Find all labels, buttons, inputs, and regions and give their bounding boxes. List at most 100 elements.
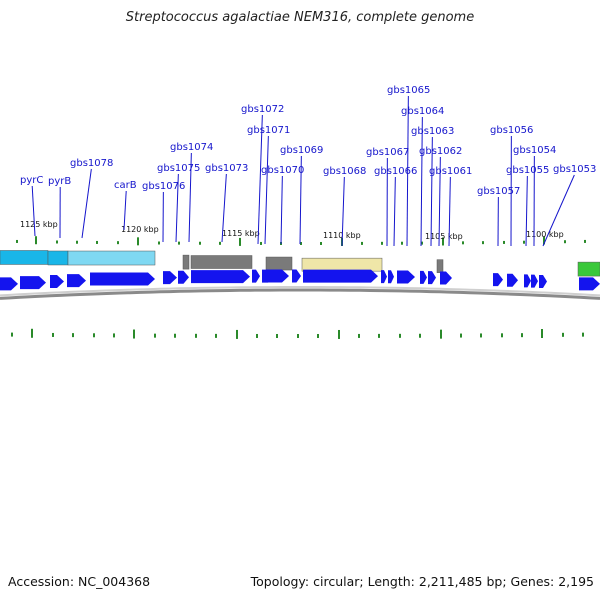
gene-leader-line bbox=[420, 116, 423, 247]
lower-tick-18 bbox=[378, 333, 380, 338]
gene-leader-line bbox=[175, 173, 179, 243]
gene-label-gbs1054: gbs1054 bbox=[513, 145, 556, 156]
gene-leader-line bbox=[188, 152, 192, 243]
cds-arrow-10 bbox=[266, 269, 289, 283]
lower-tick-21 bbox=[440, 329, 442, 339]
gene-label-gbs1071: gbs1071 bbox=[247, 125, 290, 136]
cds-arrow-24 bbox=[579, 277, 600, 291]
scale-tick-4 bbox=[96, 240, 98, 244]
lower-tick-28 bbox=[582, 332, 584, 337]
backbone-line-light bbox=[0, 286, 600, 297]
lower-tick-11 bbox=[236, 329, 238, 339]
map-title: Streptococcus agalactiae NEM316, complet… bbox=[125, 10, 475, 25]
feature-band-1 bbox=[47, 250, 69, 266]
cds-arrow-8 bbox=[252, 269, 260, 283]
lower-tick-27 bbox=[562, 332, 564, 337]
scale-tick-26 bbox=[543, 236, 545, 245]
gene-label-carB: carB bbox=[114, 180, 137, 191]
gene-leader-lines bbox=[31, 95, 575, 247]
lower-tick-2 bbox=[52, 332, 54, 337]
gene-label-gbs1057: gbs1057 bbox=[477, 186, 520, 197]
gene-leader-line bbox=[257, 114, 263, 245]
lower-tick-7 bbox=[154, 333, 156, 338]
gene-leader-line bbox=[393, 176, 396, 247]
feature-band-5 bbox=[265, 256, 293, 271]
gene-label-gbs1069: gbs1069 bbox=[280, 145, 323, 156]
scale-tick-20 bbox=[421, 241, 423, 245]
gene-leader-line bbox=[542, 174, 575, 247]
lower-tick-9 bbox=[195, 333, 197, 338]
scale-tick-17 bbox=[361, 241, 363, 245]
scale-tick-7 bbox=[158, 241, 160, 245]
cds-arrow-22 bbox=[531, 274, 538, 288]
lower-tick-25 bbox=[521, 333, 523, 338]
scale-tick-6 bbox=[137, 237, 139, 246]
scale-tick-19 bbox=[401, 241, 403, 245]
gene-label-gbs1055: gbs1055 bbox=[506, 165, 549, 176]
cds-arrow-21 bbox=[524, 274, 531, 288]
scale-label: 1100 kbp bbox=[526, 230, 564, 239]
gene-leader-line bbox=[448, 176, 451, 247]
lower-tick-20 bbox=[419, 333, 421, 338]
backbone-track bbox=[0, 286, 600, 300]
cds-arrow-16 bbox=[420, 270, 427, 284]
cds-arrow-11 bbox=[292, 269, 301, 283]
scale-tick-23 bbox=[482, 241, 484, 245]
scale-labels: 1125 kbp 1120 kbp 1115 kbp 1110 kbp 1105 kbp… bbox=[20, 220, 564, 241]
scale-tick-8 bbox=[178, 241, 180, 245]
lower-tick-row bbox=[11, 328, 584, 339]
scale-tick-2 bbox=[56, 240, 58, 244]
scale-tick-0 bbox=[16, 239, 18, 243]
gene-label-gbs1068: gbs1068 bbox=[323, 166, 366, 177]
backbone-line bbox=[0, 288, 600, 300]
gene-label-gbs1073: gbs1073 bbox=[205, 163, 248, 174]
scale-tick-18 bbox=[381, 241, 383, 245]
gene-label-gbs1067: gbs1067 bbox=[366, 147, 409, 158]
lower-tick-14 bbox=[297, 333, 299, 338]
scale-tick-9 bbox=[199, 241, 201, 245]
gene-label-gbs1074: gbs1074 bbox=[170, 142, 213, 153]
scale-label: 1110 kbp bbox=[323, 231, 361, 240]
gene-label-gbs1075: gbs1075 bbox=[157, 163, 200, 174]
gene-label-gbs1078: gbs1078 bbox=[70, 158, 113, 169]
gene-label-gbs1072: gbs1072 bbox=[241, 104, 284, 115]
feature-band-2 bbox=[67, 250, 156, 266]
scale-tick-12 bbox=[260, 241, 262, 245]
cds-arrow-2 bbox=[50, 275, 64, 289]
cds-arrow-18 bbox=[440, 271, 452, 285]
scale-label: 1115 kbp bbox=[222, 229, 260, 238]
gene-label-gbs1070: gbs1070 bbox=[261, 165, 304, 176]
gene-leader-line bbox=[221, 173, 227, 243]
lower-tick-23 bbox=[480, 333, 482, 338]
gene-label-gbs1056: gbs1056 bbox=[490, 125, 533, 136]
gene-label-gbs1064: gbs1064 bbox=[401, 106, 444, 117]
scale-tick-25 bbox=[523, 240, 525, 244]
scale-tick-3 bbox=[76, 240, 78, 244]
gene-label-pyrB: pyrB bbox=[48, 176, 71, 187]
feature-band-7 bbox=[436, 259, 444, 273]
cds-arrow-12 bbox=[303, 269, 378, 283]
scale-tick-22 bbox=[462, 241, 464, 245]
cds-arrow-5 bbox=[163, 271, 177, 285]
cds-arrow-4 bbox=[90, 272, 155, 286]
cds-arrow-17 bbox=[428, 271, 436, 285]
cds-arrow-1 bbox=[20, 276, 46, 290]
cds-arrows bbox=[0, 269, 600, 291]
scale-ticks bbox=[16, 236, 586, 246]
scale-label: 1105 kbp bbox=[425, 232, 463, 241]
cds-arrow-20 bbox=[507, 273, 518, 287]
scale-tick-5 bbox=[117, 241, 119, 245]
scale-label: 1120 kbp bbox=[121, 225, 159, 234]
lower-tick-4 bbox=[93, 333, 95, 338]
lower-tick-22 bbox=[460, 333, 462, 338]
gene-label-gbs1053: gbs1053 bbox=[553, 164, 596, 175]
gene-leader-line bbox=[280, 175, 283, 245]
cds-arrow-14 bbox=[388, 270, 394, 284]
gene-leader-line bbox=[264, 135, 269, 245]
lower-tick-3 bbox=[72, 333, 74, 338]
lower-tick-10 bbox=[215, 333, 217, 338]
gene-leader-line bbox=[525, 175, 528, 247]
gene-label-gbs1063: gbs1063 bbox=[411, 126, 454, 137]
gene-leader-line bbox=[123, 190, 127, 231]
